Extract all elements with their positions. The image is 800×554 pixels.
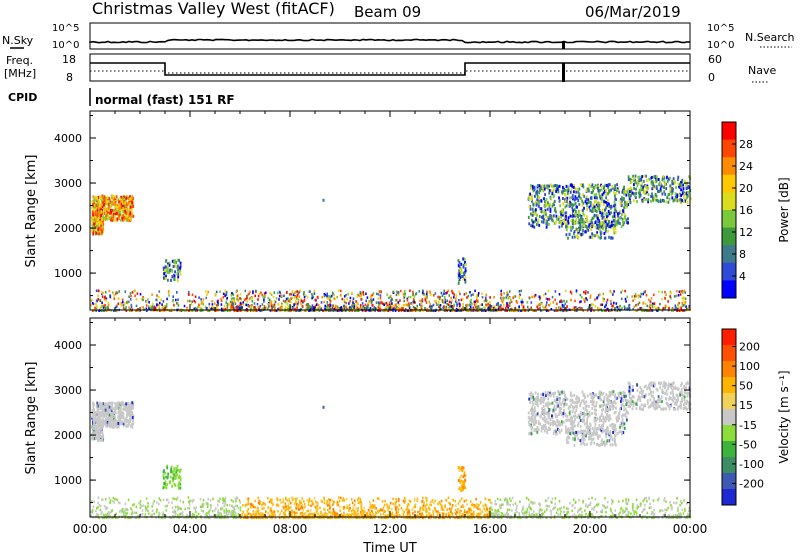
colorbar-tick-1-2: 50 xyxy=(739,380,753,393)
colorbar-swatch xyxy=(722,329,736,346)
ytick-label-0-0: 1000 xyxy=(54,267,82,280)
velocity-data xyxy=(90,381,692,519)
colorbar-swatch xyxy=(722,139,736,158)
nsky-panel: N.Sky 10^5 10^0 10^5 10^0 N.Search xyxy=(2,22,795,51)
xtick-label-4: 16:00 xyxy=(473,522,508,536)
nsearch-tick-bottom: 10^0 xyxy=(707,40,734,51)
date-label: 06/Mar/2019 xyxy=(585,3,681,21)
nsearch-label: N.Search xyxy=(745,31,795,44)
nave-series xyxy=(90,70,690,74)
colorbar-swatch xyxy=(722,473,736,490)
xtick-label-2: 08:00 xyxy=(273,522,308,536)
colorbar-label-1: Velocity [m s⁻¹] xyxy=(777,370,791,463)
cpid-label: CPID xyxy=(8,91,37,104)
colorbar-swatch xyxy=(722,425,736,442)
xtick-label-3: 12:00 xyxy=(373,522,408,536)
nave-label: Nave xyxy=(748,64,776,77)
ytick-label-1-0: 1000 xyxy=(54,474,82,487)
nsky-series xyxy=(89,38,691,44)
colorbar-swatch xyxy=(722,122,736,141)
colorbar-swatch xyxy=(722,227,736,246)
power-data xyxy=(90,174,692,312)
colorbar-tick-1-6: -100 xyxy=(739,458,764,471)
power-colorbar: 4 8 12 16 20 24 28 Power [dB] xyxy=(721,121,791,299)
colorbar-tick-0-2: 12 xyxy=(739,226,753,239)
cpid-mode: normal (fast) 151 RF xyxy=(95,93,235,107)
colorbar-swatch xyxy=(722,489,736,506)
velocity-ylabel: Slant Range [km] xyxy=(24,362,39,475)
ytick-label-1-1: 2000 xyxy=(54,429,82,442)
ytick-label-0-1: 2000 xyxy=(54,222,82,235)
colorbar-swatch xyxy=(722,361,736,378)
colorbar-tick-0-5: 24 xyxy=(739,160,753,173)
station-title: Christmas Valley West (fitACF) xyxy=(92,0,335,18)
freq-tick-bottom: 8 xyxy=(66,71,73,84)
nsearch-tick-top: 10^5 xyxy=(707,23,734,34)
freq-tick-top: 18 xyxy=(62,53,76,66)
colorbar-tick-1-5: -50 xyxy=(739,438,757,451)
colorbar-tick-0-0: 4 xyxy=(739,270,746,283)
colorbar-swatch xyxy=(722,210,736,229)
freq-unit-label: [MHz] xyxy=(4,67,36,80)
nsky-tick-top: 10^5 xyxy=(52,23,79,34)
ytick-label-1-3: 4000 xyxy=(54,339,82,352)
colorbar-tick-0-1: 8 xyxy=(739,248,746,261)
cpid-panel: CPID normal (fast) 151 RF xyxy=(8,88,235,107)
freq-panel: Freq. [MHz] 18 8 60 0 Nave xyxy=(4,53,776,84)
xtick-label-1: 04:00 xyxy=(173,522,208,536)
power-panel: 1000 2000 3000 4000 Slant Range [km] xyxy=(24,110,692,312)
colorbar-tick-1-1: 100 xyxy=(739,360,760,373)
ytick-label-0-2: 3000 xyxy=(54,177,82,190)
colorbar-swatch xyxy=(722,377,736,394)
xtick-label-0: 00:00 xyxy=(73,522,108,536)
beam-label: Beam 09 xyxy=(354,3,421,21)
colorbar-swatch xyxy=(722,345,736,362)
nsky-label: N.Sky xyxy=(2,34,34,47)
xtick-label-5: 20:00 xyxy=(573,522,608,536)
colorbar-swatch xyxy=(722,174,736,193)
colorbar-tick-0-4: 20 xyxy=(739,182,753,195)
colorbar-swatch xyxy=(722,157,736,176)
nave-tick-top: 60 xyxy=(708,53,722,66)
nave-tick-bottom: 0 xyxy=(708,71,715,84)
ytick-label-1-2: 3000 xyxy=(54,384,82,397)
colorbar-label-0: Power [dB] xyxy=(777,177,791,242)
colorbar-swatch xyxy=(722,409,736,426)
velocity-colorbar: 200 100 50 15 -15 -50 -100 -200 Velocity [m s⁻¹] xyxy=(721,328,791,506)
colorbar-tick-0-3: 16 xyxy=(739,204,753,217)
colorbar-swatch xyxy=(722,280,736,299)
colorbar-swatch xyxy=(722,262,736,281)
time-axis-label: Time UT xyxy=(362,541,416,554)
xtick-label-6: 00:00 xyxy=(673,522,708,536)
colorbar-tick-1-4: -15 xyxy=(739,419,757,432)
ytick-label-0-3: 4000 xyxy=(54,132,82,145)
colorbar-swatch xyxy=(722,192,736,211)
colorbar-tick-1-0: 200 xyxy=(739,341,760,354)
colorbar-swatch xyxy=(722,245,736,264)
velocity-panel: 1000 2000 3000 4000 00:00 04:00 08:00 12:00 16:… xyxy=(24,317,708,554)
colorbar-swatch xyxy=(722,441,736,458)
colorbar-tick-1-3: 15 xyxy=(739,399,753,412)
nsky-tick-bottom: 10^0 xyxy=(52,40,79,51)
power-ylabel: Slant Range [km] xyxy=(24,155,39,268)
colorbar-swatch xyxy=(722,393,736,410)
colorbar-tick-0-6: 28 xyxy=(739,138,753,151)
freq-label: Freq. xyxy=(6,54,33,67)
colorbar-swatch xyxy=(722,457,736,474)
freq-series xyxy=(90,62,690,76)
colorbar-tick-1-7: -200 xyxy=(739,477,764,490)
